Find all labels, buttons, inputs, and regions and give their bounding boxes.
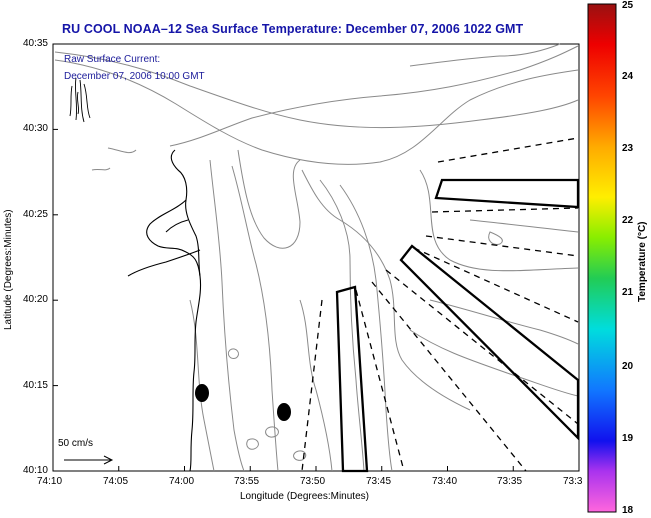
x-tick-label: 73:55 [234,476,260,487]
colorbar-label: Temperature (°C) [637,221,648,303]
radar-sector-lines [301,137,579,472]
y-tick-marks [53,43,58,472]
colorbar-tick: 20 [622,361,634,372]
x-tick-label: 73:45 [366,476,392,487]
y-tick-label: 40:20 [22,294,48,305]
y-tick-label: 40:30 [22,123,48,134]
radar-beams [335,178,580,473]
x-tick-label: 73:3 [563,476,583,487]
y-tick-label: 40:15 [22,380,48,391]
colorbar-tick: 23 [622,143,634,154]
colorbar-tick: 24 [622,71,634,82]
colorbar-tick: 22 [622,215,634,226]
colorbar [587,3,617,513]
y-tick-label: 40:35 [22,38,48,49]
plot-frame [52,43,580,472]
current-label: Raw Surface Current: [64,54,161,65]
x-tick-label: 73:35 [497,476,523,487]
x-tick-label: 74:00 [169,476,195,487]
map-title: RU COOL NOAA–12 Sea Surface Temperature:… [62,22,524,36]
colorbar-tick: 19 [622,433,634,444]
y-tick-label: 40:25 [22,209,48,220]
hudson-river-traces [69,77,91,123]
x-tick-label: 74:05 [103,476,129,487]
colorbar-tick: 25 [622,0,634,11]
station-dot [195,384,209,402]
coastline [127,149,202,472]
y-tick-label: 40:10 [22,465,48,476]
scale-label: 50 cm/s [58,438,94,449]
bathymetry-contours [54,43,579,472]
x-axis-label: Longitude (Degrees:Minutes) [240,491,369,502]
x-tick-label: 73:50 [300,476,326,487]
y-axis-label: Latitude (Degrees:Minutes) [3,209,14,330]
station-dot [277,403,291,421]
colorbar-tick: 21 [622,287,634,298]
colorbar-tick: 18 [622,505,634,516]
current-date: December 07, 2006 10:00 GMT [64,71,205,82]
scale-arrow [64,455,114,465]
x-tick-label: 74:10 [37,476,63,487]
x-tick-label: 73:40 [432,476,458,487]
x-tick-marks [52,466,580,471]
